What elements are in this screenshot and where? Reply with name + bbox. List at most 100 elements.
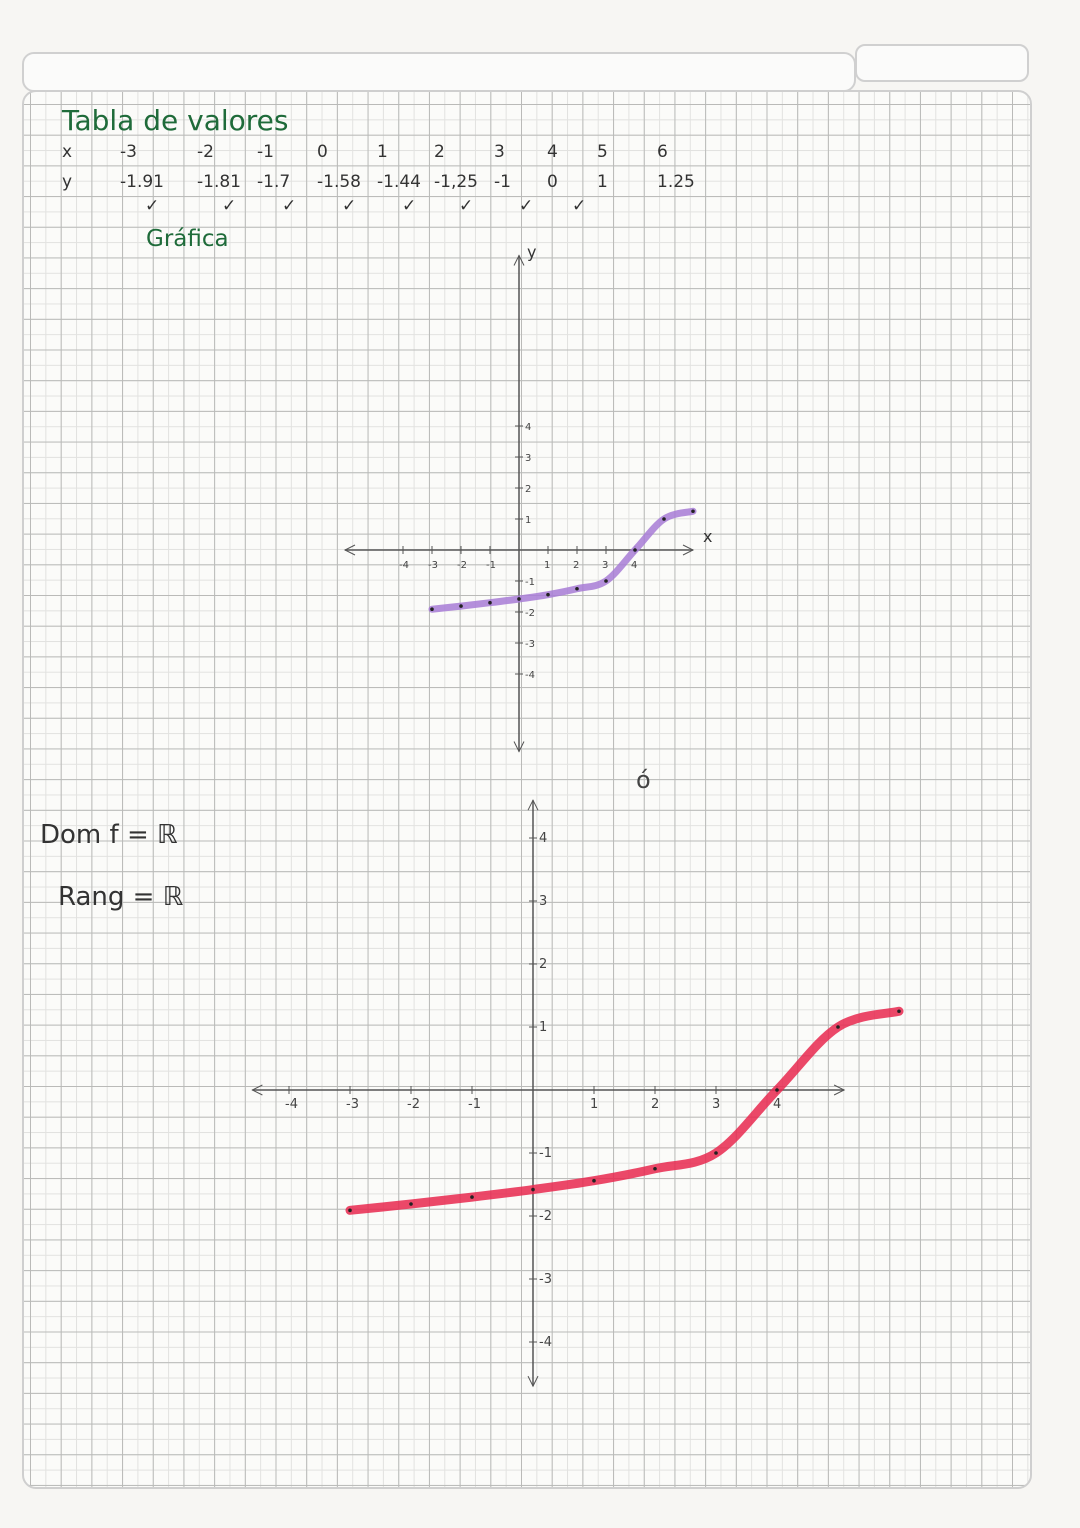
data-point [653,1166,657,1171]
table-cell: -1 [494,172,511,192]
y-tick-label: 1 [525,515,531,526]
x-tick-label: -4 [285,1097,298,1112]
function-curve [345,1006,904,1215]
check-mark: ✓ [342,196,357,216]
check-mark: ✓ [459,196,474,216]
graph-paper [22,90,1032,1489]
y-tick-label: -2 [525,608,535,619]
table-cell: 0 [547,172,558,192]
table-cell: -3 [120,142,137,162]
x-tick-label: 1 [544,560,550,571]
table-cell: 1.25 [657,172,695,192]
page-title: Tabla de valores [62,104,289,137]
x-axis-label: x [703,527,712,546]
y-axis-label: y [527,243,536,262]
x-arrow-left-icon [251,1084,263,1096]
check-mark: ✓ [145,196,160,216]
table-cell: -1.44 [377,172,421,192]
table-cell: -1,25 [434,172,478,192]
x-tick-label: 3 [712,1097,720,1112]
y-arrow-icon [513,254,525,266]
check-mark: ✓ [519,196,534,216]
y-tick-label: 4 [539,831,547,846]
x-tick-label: -1 [468,1097,481,1112]
y-tick-label: -2 [539,1209,552,1224]
table-cell: -1.7 [257,172,291,192]
function-curve [428,507,697,613]
data-point [633,548,637,552]
data-point [662,517,666,521]
y-tick-label: 2 [525,484,531,495]
data-point [459,604,463,608]
row-label: y [62,172,73,192]
table-cell: 2 [434,142,445,162]
data-point [409,1202,413,1206]
y-tick-label: -1 [525,577,535,588]
graph-e8284f: -4 -3 -2 -1 1 2 3 4 1 2 3 4 -1 -2 -3 -4 [251,799,904,1388]
y-arrow-down-icon [527,1375,539,1388]
check-mark: ✓ [572,196,587,216]
table-cell: 1 [597,172,608,192]
table-cell: 5 [597,142,608,162]
data-point [531,1187,535,1192]
data-point [488,600,492,605]
data-point [604,579,608,583]
y-tick-label: 4 [525,422,531,433]
x-tick-label: 4 [631,560,637,571]
x-tick-label: -2 [457,560,467,571]
check-mark: ✓ [222,196,237,216]
table-cell: -1.81 [197,172,241,192]
header-box-small [855,44,1029,82]
table-cell: 4 [547,142,558,162]
table-cell: -1.91 [120,172,164,192]
y-tick-label: 3 [539,894,547,909]
x-tick-label: 2 [651,1097,659,1112]
x-arrow-icon [833,1084,846,1096]
data-point [517,597,521,601]
data-point [430,607,434,612]
y-tick-label: -3 [539,1272,552,1287]
data-point [836,1025,840,1029]
data-point [470,1195,474,1199]
stray-mark: ó [636,766,651,794]
x-tick-label: 1 [590,1097,598,1112]
x-tick-label: 4 [773,1097,781,1112]
y-arrow-icon [527,799,539,811]
data-point [691,509,695,514]
table-cell: -1.58 [317,172,361,192]
graph-a77bd6: -4 -3 -2 -1 1 2 3 4 1 2 3 4 -1 -2 -3 -4 x y [343,243,712,753]
y-tick-label: -3 [525,639,535,650]
table-cell: 1 [377,142,388,162]
y-tick-label: -4 [539,1335,552,1350]
x-arrow-left-icon [343,544,356,556]
x-tick-label: -2 [407,1097,420,1112]
table-cell: 0 [317,142,328,162]
x-tick-label: -4 [399,560,409,571]
table-cell: -1 [257,142,274,162]
table-cell: -2 [197,142,214,162]
data-point [714,1151,718,1155]
y-tick-label: 3 [525,453,531,464]
domain-text: Dom f = ℝ [40,820,178,850]
data-point [592,1178,596,1183]
check-mark: ✓ [282,196,297,216]
x-tick-label: -3 [346,1097,359,1112]
y-tick-label: -4 [525,670,535,681]
y-tick-label: 2 [539,957,547,972]
data-point [897,1009,901,1014]
table-cell: 6 [657,142,668,162]
x-tick-label: 2 [573,560,579,571]
data-point [575,586,579,591]
data-point [775,1088,779,1092]
x-tick-label: -1 [486,560,496,571]
row-label: x [62,142,73,162]
x-tick-label: 3 [602,560,608,571]
graph-heading: Gráfica [146,226,229,252]
range-text: Rang = ℝ [58,882,184,912]
x-tick-label: -3 [428,560,438,571]
table-cell: 3 [494,142,505,162]
data-point [546,592,550,597]
y-arrow-down-icon [513,741,525,753]
y-tick-label: -1 [539,1146,552,1161]
